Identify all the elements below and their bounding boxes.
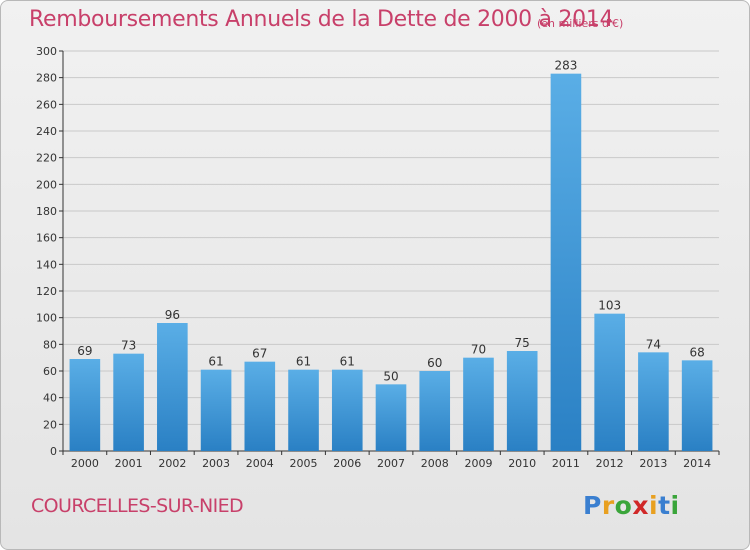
x-tick-label: 2001 <box>115 457 143 470</box>
x-tick-label: 2008 <box>421 457 449 470</box>
proxiti-logo[interactable]: Proxiti <box>583 491 680 520</box>
data-label: 68 <box>689 345 704 359</box>
x-tick-label: 2002 <box>158 457 186 470</box>
data-label: 73 <box>121 339 136 353</box>
x-tick-label: 2007 <box>377 457 405 470</box>
y-tick-label: 20 <box>43 418 57 431</box>
data-label: 75 <box>515 336 530 350</box>
y-tick-label: 300 <box>36 45 57 58</box>
data-label: 61 <box>296 355 311 369</box>
x-tick-label: 2006 <box>333 457 361 470</box>
data-label: 67 <box>252 347 267 361</box>
data-label: 50 <box>383 369 398 383</box>
bar <box>594 313 625 451</box>
logo-letter: i <box>670 491 680 520</box>
data-label: 103 <box>598 299 621 313</box>
bar <box>463 357 494 451</box>
bar <box>69 359 101 451</box>
y-tick-label: 100 <box>36 312 57 325</box>
logo-letter: r <box>601 491 615 520</box>
bar <box>244 361 276 451</box>
chart-title: Remboursements Annuels de la Dette de 20… <box>29 7 614 32</box>
logo-letter: P <box>583 491 602 520</box>
x-tick-label: 2005 <box>290 457 318 470</box>
bar <box>681 360 713 451</box>
y-tick-label: 180 <box>36 205 57 218</box>
x-tick-label: 2004 <box>246 457 274 470</box>
bar <box>550 73 582 452</box>
data-label: 283 <box>554 59 577 73</box>
logo-letter: x <box>632 491 649 520</box>
x-tick-label: 2011 <box>552 457 580 470</box>
chart-unit: (en milliers d'€) <box>537 17 624 30</box>
bar <box>331 369 363 451</box>
data-label: 96 <box>165 308 180 322</box>
data-label: 74 <box>646 337 661 351</box>
y-tick-label: 60 <box>43 365 57 378</box>
x-tick-label: 2010 <box>508 457 536 470</box>
x-tick-label: 2012 <box>596 457 624 470</box>
bar <box>157 323 188 451</box>
bar <box>506 351 538 451</box>
y-tick-label: 120 <box>36 285 57 298</box>
y-tick-label: 260 <box>36 98 57 111</box>
y-tick-label: 80 <box>43 338 57 351</box>
data-label: 61 <box>208 355 223 369</box>
bar <box>638 352 669 451</box>
bar <box>288 369 319 451</box>
x-tick-label: 2003 <box>202 457 230 470</box>
x-tick-label: 2000 <box>71 457 99 470</box>
logo-letter: o <box>614 491 633 520</box>
y-tick-label: 160 <box>36 232 57 245</box>
data-label: 61 <box>340 355 355 369</box>
bar <box>375 384 407 451</box>
bar <box>113 353 144 451</box>
x-tick-label: 2009 <box>464 457 492 470</box>
bar <box>200 369 232 451</box>
y-tick-label: 220 <box>36 152 57 165</box>
data-label: 60 <box>427 356 442 370</box>
y-tick-label: 280 <box>36 72 57 85</box>
bar <box>419 371 451 451</box>
logo-letter: i <box>649 491 659 520</box>
y-tick-label: 140 <box>36 258 57 271</box>
y-tick-label: 0 <box>50 445 57 458</box>
commune-name: COURCELLES-SUR-NIED <box>31 495 244 517</box>
y-tick-label: 200 <box>36 178 57 191</box>
x-tick-label: 2014 <box>683 457 711 470</box>
logo-letter: t <box>658 491 671 520</box>
data-label: 70 <box>471 343 486 357</box>
y-tick-label: 240 <box>36 125 57 138</box>
data-label: 69 <box>77 344 92 358</box>
x-tick-label: 2013 <box>639 457 667 470</box>
y-tick-label: 40 <box>43 392 57 405</box>
